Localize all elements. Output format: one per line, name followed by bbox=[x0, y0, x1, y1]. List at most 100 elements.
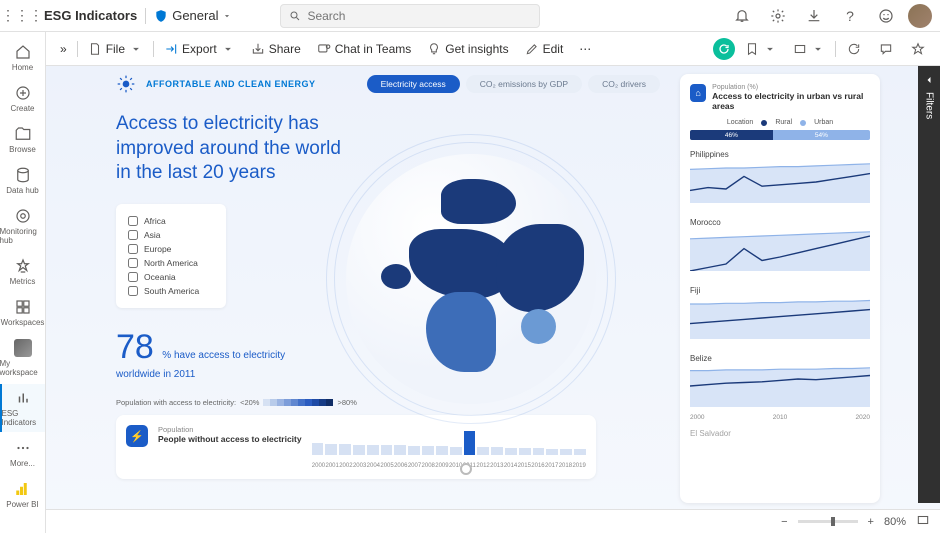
shield-icon bbox=[154, 9, 168, 23]
search-box[interactable] bbox=[280, 4, 540, 28]
file-menu[interactable]: File bbox=[82, 38, 149, 60]
region-asia[interactable]: Asia bbox=[128, 228, 214, 242]
country-panel: ⌂ Population (%) Access to electricity i… bbox=[680, 74, 880, 503]
bar-2005[interactable] bbox=[381, 445, 393, 455]
download-icon[interactable] bbox=[800, 2, 828, 30]
pill-co-drivers[interactable]: CO₂ drivers bbox=[588, 75, 660, 93]
insights-button[interactable]: Get insights bbox=[421, 38, 514, 60]
notifications-icon[interactable] bbox=[728, 2, 756, 30]
help-icon[interactable]: ? bbox=[836, 2, 864, 30]
view-menu[interactable] bbox=[787, 38, 831, 60]
stacked-bar: 46%54% bbox=[690, 130, 870, 140]
bar-2008[interactable] bbox=[422, 446, 434, 455]
sensitivity-dropdown[interactable]: General bbox=[154, 8, 232, 23]
bar-2018[interactable] bbox=[560, 449, 572, 455]
bar-2012[interactable] bbox=[477, 447, 489, 455]
bar-2006[interactable] bbox=[394, 445, 406, 455]
nav-workspaces[interactable]: Workspaces bbox=[0, 293, 46, 332]
edit-button[interactable]: Edit bbox=[519, 38, 570, 60]
mini-chart-fiji[interactable]: Fiji10050 bbox=[690, 286, 870, 344]
report-category: AFFORTABLE AND CLEAN ENERGY bbox=[146, 79, 316, 89]
slider-handle[interactable] bbox=[460, 463, 472, 475]
nav-metrics[interactable]: Metrics bbox=[0, 252, 46, 291]
pill-co-emissions-by-gdp[interactable]: CO₂ emissions by GDP bbox=[466, 75, 582, 93]
share-button[interactable]: Share bbox=[245, 38, 307, 60]
bar-2003[interactable] bbox=[353, 445, 365, 455]
bar-2001[interactable] bbox=[325, 444, 337, 455]
nav-more[interactable]: More... bbox=[0, 434, 46, 473]
reset-icon[interactable] bbox=[840, 35, 868, 63]
chevron-down-icon bbox=[222, 11, 232, 21]
zoom-value: 80% bbox=[884, 516, 906, 528]
filters-pane[interactable]: Filters bbox=[918, 66, 940, 503]
chat-teams-button[interactable]: Chat in Teams bbox=[311, 38, 417, 60]
more-button[interactable]: ⋯ bbox=[573, 38, 597, 60]
command-bar: » File Export Share Chat in Teams Get in… bbox=[46, 32, 940, 66]
region-oceania[interactable]: Oceania bbox=[128, 270, 214, 284]
panel-legend: Location Rural Urban bbox=[690, 119, 870, 126]
left-nav: HomeCreateBrowseData hubMonitoring hubMe… bbox=[0, 32, 46, 533]
nav-datahub[interactable]: Data hub bbox=[0, 161, 46, 200]
search-input[interactable] bbox=[307, 9, 531, 23]
sensitivity-label: General bbox=[172, 8, 218, 23]
nav-create[interactable]: Create bbox=[0, 79, 46, 118]
expand-button[interactable]: » bbox=[54, 38, 73, 60]
mini-chart-belize[interactable]: Belize10050 bbox=[690, 354, 870, 412]
nav-myws[interactable]: My workspace bbox=[0, 334, 46, 382]
region-europe[interactable]: Europe bbox=[128, 242, 214, 256]
nav-esg[interactable]: ESG Indicators bbox=[0, 384, 46, 432]
region-north-america[interactable]: North America bbox=[128, 256, 214, 270]
nav-monitoring[interactable]: Monitoring hub bbox=[0, 202, 46, 250]
home-icon: ⌂ bbox=[690, 84, 706, 102]
bar-2013[interactable] bbox=[491, 447, 503, 455]
mini-chart-philippines[interactable]: Philippines10050 bbox=[690, 150, 870, 208]
region-south-america[interactable]: South America bbox=[128, 284, 214, 298]
bar-2016[interactable] bbox=[533, 448, 545, 455]
settings-icon[interactable] bbox=[764, 2, 792, 30]
feedback-icon[interactable] bbox=[872, 2, 900, 30]
kpi-value: 78 bbox=[116, 328, 154, 366]
timeline-chart[interactable]: 2000200120022003200420052006200720082009… bbox=[312, 425, 586, 469]
nav-home[interactable]: Home bbox=[0, 38, 46, 77]
search-icon bbox=[289, 10, 301, 22]
refresh-button[interactable] bbox=[713, 38, 735, 60]
bar-2010[interactable] bbox=[450, 447, 462, 455]
bar-2007[interactable] bbox=[408, 446, 420, 455]
bar-2002[interactable] bbox=[339, 444, 351, 455]
user-avatar[interactable] bbox=[908, 4, 932, 28]
bar-2014[interactable] bbox=[505, 448, 517, 455]
zoom-slider[interactable] bbox=[798, 520, 858, 523]
export-menu[interactable]: Export bbox=[158, 38, 241, 60]
bar-2011[interactable] bbox=[464, 431, 476, 455]
bar-2009[interactable] bbox=[436, 446, 448, 455]
nav-powerbi[interactable]: Power BI bbox=[0, 475, 46, 514]
chevron-left-icon[interactable] bbox=[923, 74, 935, 86]
next-country: El Salvador bbox=[690, 429, 870, 438]
fit-page-icon[interactable] bbox=[916, 513, 930, 530]
panel-subtitle: Population (%) bbox=[712, 84, 870, 91]
energy-icon bbox=[116, 74, 136, 94]
nav-browse[interactable]: Browse bbox=[0, 120, 46, 159]
status-bar: − + 80% bbox=[46, 509, 940, 533]
zoom-in-button[interactable]: + bbox=[868, 516, 874, 528]
app-launcher-icon[interactable]: ⋮⋮⋮ bbox=[8, 2, 36, 30]
headline: Access to electricity has improved aroun… bbox=[116, 112, 356, 186]
region-filter: AfricaAsiaEuropeNorth AmericaOceaniaSout… bbox=[116, 204, 226, 308]
favorite-icon[interactable] bbox=[904, 35, 932, 63]
bar-2017[interactable] bbox=[546, 449, 558, 455]
bolt-icon: ⚡ bbox=[126, 425, 148, 447]
globe-map[interactable] bbox=[326, 134, 616, 424]
timeline-card: ⚡ Population People without access to el… bbox=[116, 415, 596, 479]
bar-2004[interactable] bbox=[367, 445, 379, 455]
mini-chart-morocco[interactable]: Morocco10050 bbox=[690, 218, 870, 276]
region-africa[interactable]: Africa bbox=[128, 214, 214, 228]
bar-2000[interactable] bbox=[312, 443, 324, 455]
bar-2019[interactable] bbox=[574, 449, 586, 455]
zoom-out-button[interactable]: − bbox=[781, 516, 787, 528]
bookmark-menu[interactable] bbox=[739, 38, 783, 60]
divider bbox=[145, 8, 146, 24]
comment-icon[interactable] bbox=[872, 35, 900, 63]
bar-2015[interactable] bbox=[519, 448, 531, 455]
kpi-unit: % have access to electricity bbox=[162, 350, 285, 361]
pill-electricity-access[interactable]: Electricity access bbox=[367, 75, 460, 93]
